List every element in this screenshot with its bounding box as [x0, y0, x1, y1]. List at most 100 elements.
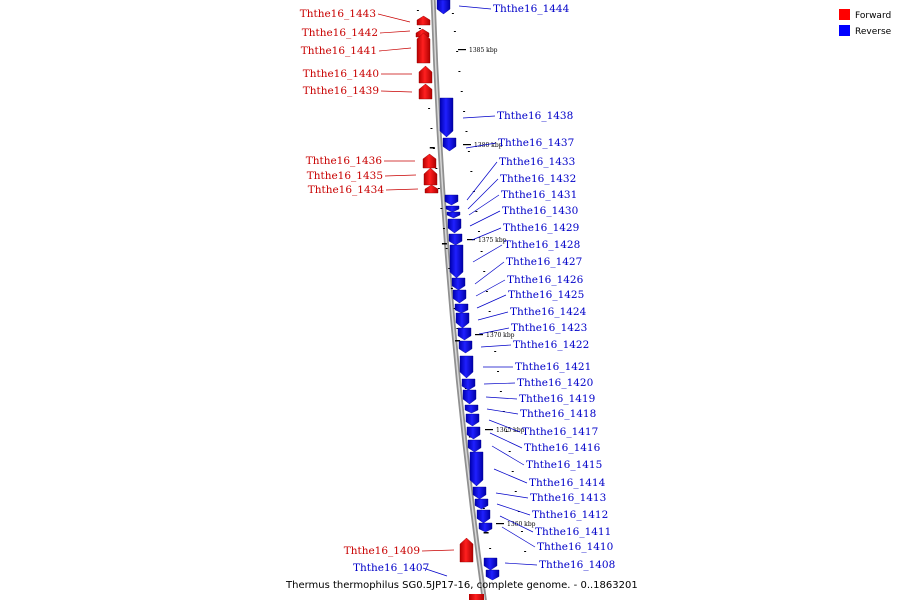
reverse-gene-label[interactable]: Ththe16_1415	[526, 459, 602, 471]
reverse-gene-label[interactable]: Ththe16_1433	[499, 156, 575, 168]
reverse-gene-label[interactable]: Ththe16_1420	[517, 377, 593, 389]
minor-tick	[460, 91, 463, 92]
label-leader-line	[377, 13, 411, 23]
reverse-gene-arrow[interactable]	[472, 486, 487, 500]
reverse-gene-label[interactable]: Ththe16_1427	[506, 256, 582, 268]
reverse-gene-label[interactable]: Ththe16_1408	[539, 559, 615, 571]
reverse-gene-arrow[interactable]	[444, 194, 459, 206]
scale-label: 1375 kbp	[478, 237, 507, 244]
reverse-gene-label[interactable]: Ththe16_1413	[530, 492, 606, 504]
reverse-gene-arrow[interactable]	[478, 522, 493, 533]
reverse-gene-label[interactable]: Ththe16_1444	[493, 3, 570, 15]
reverse-gene-label[interactable]: Ththe16_1422	[513, 339, 589, 351]
reverse-gene-arrow[interactable]	[449, 244, 464, 279]
forward-gene-label[interactable]: Ththe16_1409	[344, 545, 420, 557]
reverse-gene-arrow[interactable]	[469, 451, 484, 487]
forward-gene-arrow[interactable]	[469, 594, 484, 600]
reverse-gene-label[interactable]: Ththe16_1418	[520, 408, 596, 420]
reverse-gene-label[interactable]: Ththe16_1421	[515, 361, 591, 373]
minor-tick	[467, 151, 470, 152]
forward-gene-label[interactable]: Ththe16_1434	[308, 184, 385, 196]
reverse-gene-arrow[interactable]	[457, 327, 472, 341]
scale-tick	[485, 429, 493, 431]
forward-gene-label[interactable]: Ththe16_1441	[301, 45, 377, 57]
label-leader-line	[379, 30, 411, 34]
reverse-gene-arrow[interactable]	[466, 426, 481, 440]
legend: Forward Reverse	[839, 9, 892, 37]
reverse-gene-arrow[interactable]	[474, 498, 489, 510]
reverse-gene-label[interactable]: Ththe16_1428	[504, 239, 580, 251]
reverse-gene-label[interactable]: Ththe16_1416	[524, 442, 601, 454]
reverse-gene-label[interactable]: Ththe16_1431	[501, 189, 577, 201]
label-leader-line	[472, 244, 503, 263]
reverse-gene-arrow[interactable]	[464, 404, 479, 414]
minor-tick	[511, 471, 514, 472]
reverse-gene-arrow[interactable]	[458, 340, 473, 354]
reverse-gene-arrow[interactable]	[447, 218, 462, 234]
reverse-gene-arrow[interactable]	[446, 211, 461, 219]
reverse-gene-label[interactable]: Ththe16_1412	[532, 509, 608, 521]
reverse-gene-label[interactable]: Ththe16_1407	[353, 562, 429, 574]
reverse-gene-arrow[interactable]	[451, 277, 466, 291]
reverse-gene-label[interactable]: Ththe16_1414	[529, 477, 606, 489]
minor-tick	[477, 231, 480, 232]
minor-tick	[418, 28, 421, 29]
reverse-gene-arrow[interactable]	[461, 378, 476, 391]
forward-gene-arrow[interactable]	[416, 15, 431, 26]
reverse-gene-arrow[interactable]	[436, 0, 451, 15]
reverse-gene-label[interactable]: Ththe16_1437	[498, 137, 574, 149]
forward-gene-arrow[interactable]	[416, 32, 431, 64]
label-leader-line	[462, 115, 496, 119]
forward-gene-label[interactable]: Ththe16_1443	[300, 8, 376, 20]
reverse-gene-arrow[interactable]	[454, 303, 469, 314]
label-leader-line	[475, 279, 506, 297]
forward-gene-label[interactable]: Ththe16_1435	[307, 170, 383, 182]
forward-gene-label[interactable]: Ththe16_1439	[303, 85, 379, 97]
marks: 1385 kbp 1380 kbp 1375 kbp 1370 kbp 1365 kbp…	[416, 10, 536, 552]
reverse-gene-arrow[interactable]	[462, 389, 477, 405]
minor-tick	[475, 211, 478, 212]
reverse-gene-label[interactable]: Ththe16_1430	[502, 205, 578, 217]
forward-gene-arrow[interactable]	[423, 167, 438, 186]
forward-gene-arrow[interactable]	[418, 83, 433, 100]
forward-gene-label[interactable]: Ththe16_1436	[306, 155, 383, 167]
reverse-gene-label[interactable]: Ththe16_1411	[535, 526, 611, 538]
minor-tick	[489, 548, 492, 549]
minor-tick	[497, 371, 500, 372]
reverse-gene-arrow[interactable]	[448, 233, 463, 246]
label-leader-line	[385, 188, 419, 191]
reverse-gene-label[interactable]: Ththe16_1423	[511, 322, 587, 334]
reverse-gene-arrow[interactable]	[452, 289, 467, 304]
label-leader-line	[422, 567, 448, 577]
scale-label: 1380 kbp	[474, 142, 503, 149]
reverse-gene-arrow[interactable]	[483, 557, 498, 571]
reverse-gene-arrow[interactable]	[459, 355, 474, 379]
reverse-gene-arrow[interactable]	[442, 137, 457, 152]
forward-gene-label[interactable]: Ththe16_1440	[303, 68, 379, 80]
reverse-gene-arrow[interactable]	[445, 205, 460, 213]
reverse-gene-label[interactable]: Ththe16_1426	[507, 274, 584, 286]
scale-tick	[475, 334, 483, 336]
reverse-gene-arrow[interactable]	[455, 312, 470, 329]
reverse-gene-arrow[interactable]	[467, 439, 482, 453]
reverse-gene-arrow[interactable]	[465, 413, 480, 427]
forward-gene-arrow[interactable]	[418, 65, 433, 84]
reverse-gene-arrow[interactable]	[439, 97, 454, 138]
forward-gene-arrow[interactable]	[459, 537, 474, 563]
forward-gene-label[interactable]: Ththe16_1442	[302, 27, 378, 39]
reverse-gene-label[interactable]: Ththe16_1429	[503, 222, 579, 234]
reverse-gene-arrow[interactable]	[476, 509, 491, 524]
forward-gene-arrow[interactable]	[424, 184, 439, 194]
reverse-gene-label[interactable]: Ththe16_1417	[522, 426, 598, 438]
label-leader-line	[489, 432, 523, 449]
forward-gene-arrow[interactable]	[422, 153, 437, 169]
reverse-gene-label[interactable]: Ththe16_1432	[500, 173, 576, 185]
reverse-gene-label[interactable]: Ththe16_1425	[508, 289, 584, 301]
reverse-gene-label[interactable]: Ththe16_1424	[510, 306, 587, 318]
reverse-gene-label[interactable]: Ththe16_1438	[497, 110, 573, 122]
reverse-gene-arrow[interactable]	[485, 569, 500, 581]
reverse-gene-label[interactable]: Ththe16_1410	[537, 541, 613, 553]
label-leader-line	[485, 396, 518, 400]
scale-tick	[458, 49, 466, 51]
reverse-gene-label[interactable]: Ththe16_1419	[519, 393, 595, 405]
